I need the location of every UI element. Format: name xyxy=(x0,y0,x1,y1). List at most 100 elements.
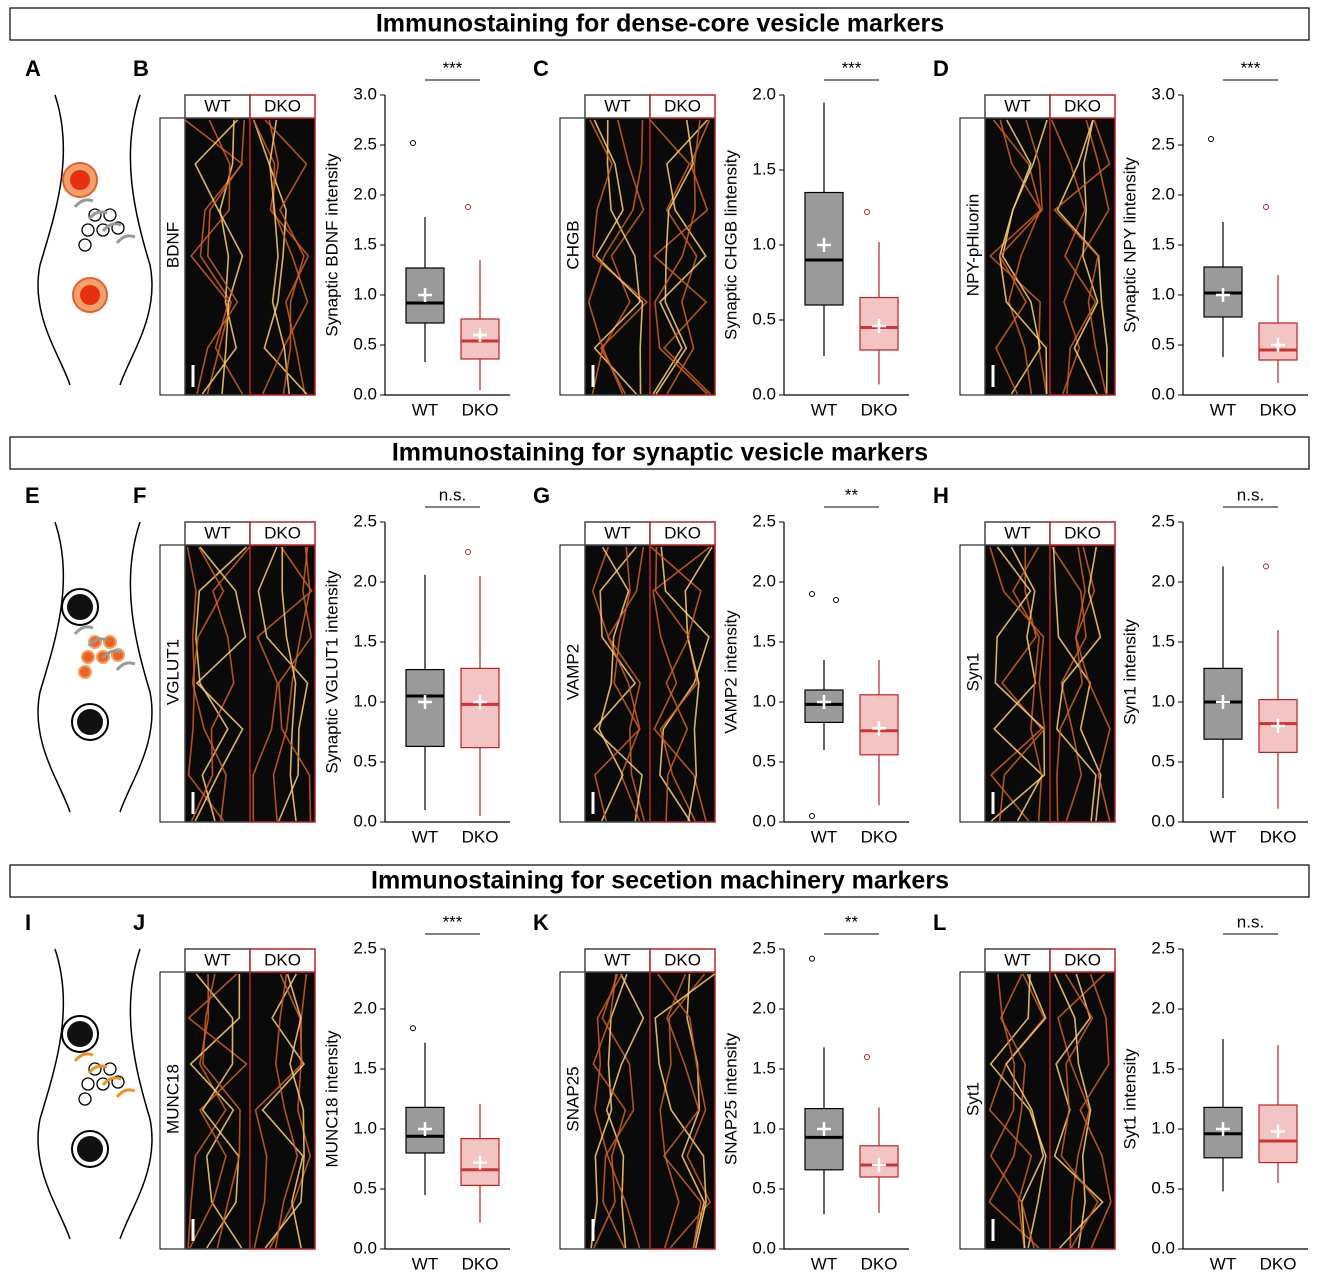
y-tick-label: 2.5 xyxy=(353,938,377,957)
outlier xyxy=(865,210,870,215)
image-label: DKO xyxy=(264,950,301,969)
x-tick-label: WT xyxy=(811,827,837,846)
y-tick-label: 2.0 xyxy=(752,571,776,590)
stain-label: VAMP2 xyxy=(563,644,582,700)
stain-label: CHGB xyxy=(563,220,582,269)
y-axis-label: Syn1 intensity xyxy=(1120,619,1139,725)
significance-label: *** xyxy=(842,58,862,77)
y-tick-label: 2.5 xyxy=(1151,938,1175,957)
schematic-sv xyxy=(104,209,116,221)
y-tick-label: 1.5 xyxy=(1151,631,1175,650)
x-tick-label: DKO xyxy=(1260,1254,1297,1272)
y-tick-label: 1.5 xyxy=(752,159,776,178)
image-label: WT xyxy=(204,950,230,969)
y-tick-label: 1.5 xyxy=(752,631,776,650)
panel-letter: J xyxy=(133,910,145,935)
page: Immunostaining for dense-core vesicle ma… xyxy=(0,0,1319,1272)
schematic-tether xyxy=(117,663,135,670)
outlier xyxy=(810,956,815,961)
schematic-sv xyxy=(79,666,91,678)
stain-label: Syn1 xyxy=(963,653,982,692)
schematic-sv xyxy=(82,1078,94,1090)
outlier xyxy=(466,550,471,555)
y-tick-label: 0.0 xyxy=(1151,384,1175,403)
schematic-marker-core xyxy=(67,594,93,620)
section-title: Immunostaining for synaptic vesicle mark… xyxy=(392,439,928,467)
y-tick-label: 0.0 xyxy=(1151,811,1175,830)
y-tick-label: 0.5 xyxy=(752,751,776,770)
y-tick-label: 1.5 xyxy=(1151,234,1175,253)
x-tick-label: DKO xyxy=(861,1254,898,1272)
schematic-sv xyxy=(82,651,94,663)
schematic-sv xyxy=(82,224,94,236)
panel-letter: A xyxy=(25,56,41,81)
y-tick-label: 2.0 xyxy=(1151,998,1175,1017)
y-tick-label: 0.5 xyxy=(353,751,377,770)
outlier xyxy=(810,814,815,819)
outlier xyxy=(411,141,416,146)
x-tick-label: DKO xyxy=(462,1254,499,1272)
y-tick-label: 1.5 xyxy=(353,631,377,650)
y-axis-label: MUNC18 intensity xyxy=(322,1030,341,1167)
significance-label: *** xyxy=(443,912,463,931)
y-tick-label: 2.0 xyxy=(1151,571,1175,590)
outlier xyxy=(1209,137,1214,142)
schematic-outline xyxy=(38,95,70,385)
y-tick-label: 1.5 xyxy=(353,234,377,253)
x-tick-label: DKO xyxy=(1260,827,1297,846)
y-tick-label: 0.5 xyxy=(1151,1178,1175,1197)
schematic-tether xyxy=(75,200,93,207)
y-tick-label: 0.0 xyxy=(353,384,377,403)
image-label: WT xyxy=(204,96,230,115)
y-tick-label: 0.5 xyxy=(353,334,377,353)
y-tick-label: 2.5 xyxy=(1151,511,1175,530)
y-tick-label: 2.0 xyxy=(752,84,776,103)
significance-label: ** xyxy=(845,912,859,931)
y-tick-label: 2.0 xyxy=(353,571,377,590)
schematic-sv xyxy=(104,1063,116,1075)
y-tick-label: 2.5 xyxy=(752,511,776,530)
y-tick-label: 1.5 xyxy=(752,1058,776,1077)
y-tick-label: 1.0 xyxy=(1151,1118,1175,1137)
schematic-outline xyxy=(120,949,152,1239)
y-tick-label: 1.5 xyxy=(1151,1058,1175,1077)
image-label: DKO xyxy=(1064,950,1101,969)
schematic-marker-core xyxy=(77,709,103,735)
y-axis-label: SNAP25 intensity xyxy=(721,1032,740,1165)
image-label: WT xyxy=(604,96,630,115)
y-tick-label: 0.0 xyxy=(1151,1238,1175,1257)
y-axis-label: Synaptic NPY lintensity xyxy=(1120,157,1139,333)
panel-letter: G xyxy=(533,483,550,508)
x-tick-label: WT xyxy=(1210,827,1236,846)
outlier xyxy=(466,205,471,210)
y-axis-label: Synaptic BDNF intensity xyxy=(322,153,341,337)
y-tick-label: 1.0 xyxy=(1151,284,1175,303)
stain-label: VGLUT1 xyxy=(163,639,182,705)
x-tick-label: DKO xyxy=(462,400,499,419)
schematic-sv xyxy=(104,636,116,648)
x-tick-label: WT xyxy=(412,400,438,419)
panel-letter: C xyxy=(533,56,549,81)
schematic-tether xyxy=(75,1054,93,1061)
schematic-marker-core xyxy=(67,1021,93,1047)
y-tick-label: 0.0 xyxy=(353,811,377,830)
y-axis-label: Synaptic VGLUT1 intensity xyxy=(322,570,341,774)
outlier xyxy=(865,1055,870,1060)
schematic-dcv-core xyxy=(80,285,100,305)
section-title: Immunostaining for secetion machinery ma… xyxy=(371,867,949,895)
image-label: WT xyxy=(1004,523,1030,542)
y-tick-label: 1.0 xyxy=(353,691,377,710)
schematic-tether xyxy=(117,236,135,243)
x-tick-label: DKO xyxy=(462,827,499,846)
image-label: DKO xyxy=(1064,96,1101,115)
image-label: DKO xyxy=(264,96,301,115)
schematic-outline xyxy=(38,522,70,812)
y-tick-label: 0.0 xyxy=(752,384,776,403)
y-tick-label: 0.5 xyxy=(1151,751,1175,770)
stain-label: MUNC18 xyxy=(163,1064,182,1134)
significance-label: n.s. xyxy=(439,485,466,504)
image-label: WT xyxy=(604,523,630,542)
image-label: DKO xyxy=(1064,523,1101,542)
schematic-sv xyxy=(79,1093,91,1105)
section-title: Immunostaining for dense-core vesicle ma… xyxy=(376,10,944,38)
